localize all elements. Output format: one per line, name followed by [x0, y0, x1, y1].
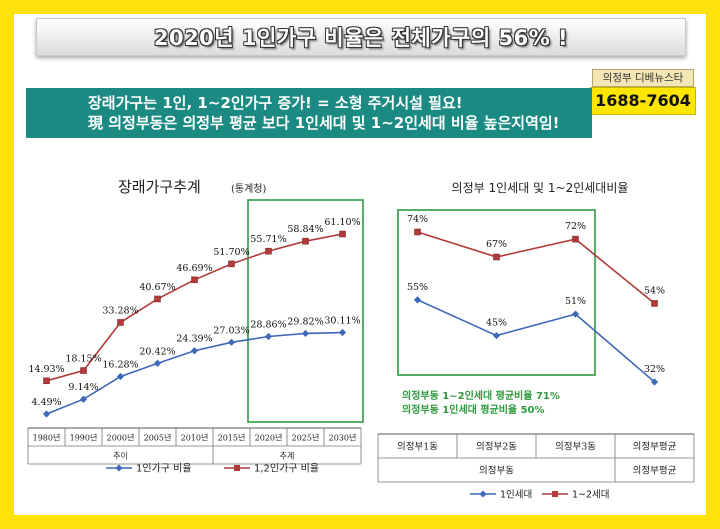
badge-label: 의정부 디베뉴스타 — [592, 69, 694, 87]
uijeongbu-chart-data-label-s2-3: 72% — [565, 221, 586, 232]
household-chart-legend-label-2: 1,2인가구 비율 — [254, 463, 319, 475]
household-chart-group-label-1: 추이 — [113, 451, 128, 461]
uijeongbu-chart-point-s2-3 — [572, 235, 579, 243]
household-chart-data-label-s1-4: 20.42% — [139, 346, 175, 357]
uijeongbu-chart-point-s1-4 — [650, 378, 659, 386]
badge-phone: 1688-7604 — [590, 87, 696, 115]
household-chart-point-s1-6 — [227, 338, 236, 346]
household-chart-series-line-1 — [46, 331, 343, 415]
household-chart-data-label-s2-9: 61.10% — [324, 217, 360, 228]
uijeongbu-chart-legend-marker-2 — [552, 491, 558, 497]
household-chart-category-label-4: 2005년 — [144, 433, 172, 443]
banner-line-2: 現 의정부동은 의정부 평균 보다 1인세대 및 1~2인세대 비율 높은지역임… — [88, 114, 560, 132]
uijeongbu-chart-legend-marker-1 — [479, 490, 487, 498]
household-chart-data-label-s1-7: 28.86% — [250, 320, 286, 331]
household-chart-point-s2-7 — [265, 247, 272, 255]
uijeongbu-chart-point-s2-2 — [493, 253, 500, 261]
banner-line-1: 장래가구는 1인, 1~2인가구 증가! = 소형 주거시설 필요! — [88, 94, 463, 112]
household-chart-point-s1-8 — [301, 329, 310, 338]
household-chart-data-label-s2-6: 51.70% — [213, 247, 249, 258]
household-chart-point-s1-3 — [116, 372, 125, 381]
household-chart-category-label-5: 2010년 — [181, 433, 209, 443]
household-chart-point-s2-3 — [117, 319, 124, 326]
uijeongbu-chart-point-s2-4 — [651, 300, 658, 307]
title-bar: 2020년 1인가구 비율은 전체가구의 56% ! — [36, 18, 686, 56]
uijeongbu-chart-title: 의정부 1인세대 및 1~2인세대비율 — [452, 181, 629, 195]
uijeongbu-chart-category-label-1: 의정부1동 — [397, 442, 438, 453]
household-chart-highlight-box — [247, 199, 364, 423]
household-chart-data-label-s1-2: 9.14% — [68, 382, 98, 393]
contact-badge: 의정부 디베뉴스타 1688-7604 — [590, 69, 696, 115]
uijeongbu-chart-group-label-2: 의정부평균 — [633, 466, 677, 477]
household-chart-data-label-s2-7: 55.71% — [250, 234, 286, 245]
uijeongbu-chart-data-label-s2-4: 54% — [644, 285, 665, 296]
household-chart-point-s1-9 — [338, 328, 347, 337]
uijeongbu-chart-series-line-1 — [417, 299, 656, 383]
household-chart-category-label-8: 2025년 — [292, 433, 320, 443]
household-chart-data-label-s1-6: 27.03% — [213, 325, 249, 336]
household-chart-group-label-2: 추계 — [280, 451, 295, 461]
uijeongbu-chart-data-label-s2-1: 74% — [407, 214, 428, 225]
household-chart-legend-label-1: 1인가구 비율 — [136, 463, 192, 475]
household-chart-title: 장래가구추계 — [118, 178, 201, 196]
household-chart-category-label-9: 2030년 — [329, 433, 357, 443]
household-chart-point-s1-7 — [264, 332, 273, 341]
household-chart-point-s1-4 — [153, 359, 162, 367]
uijeongbu-chart-category-label-4: 의정부평균 — [633, 442, 677, 453]
household-chart-category-label-3: 2000년 — [107, 433, 135, 443]
uijeongbu-chart-legend-label-1: 1인세대 — [500, 490, 532, 501]
household-chart-data-label-s1-1: 4.49% — [31, 397, 61, 408]
household-chart-category-label-6: 2015년 — [218, 433, 246, 443]
headline-banner: 장래가구는 1인, 1~2인가구 증가! = 소형 주거시설 필요! 現 의정부… — [26, 88, 592, 138]
uijeongbu-chart-data-label-s1-4: 32% — [644, 364, 665, 375]
uijeongbu-chart-data-label-s1-3: 51% — [565, 296, 586, 307]
household-chart-data-label-s2-1: 14.93% — [28, 364, 64, 375]
household-chart-category-label-2: 1990년 — [70, 433, 98, 443]
household-chart-data-label-s2-3: 33.28% — [102, 305, 138, 316]
household-chart-point-s2-5 — [191, 276, 198, 284]
household-chart-data-label-s2-8: 58.84% — [287, 224, 323, 235]
household-chart-point-s2-8 — [302, 237, 309, 245]
household-chart-data-label-s1-3: 16.28% — [102, 360, 138, 371]
uijeongbu-chart-legend-label-2: 1~2세대 — [572, 490, 610, 501]
uijeongbu-chart-annotation-2: 의정부동 1인세대 평균비율 50% — [402, 403, 545, 416]
household-chart-legend-marker-1 — [115, 464, 123, 472]
household-chart-point-s2-4 — [154, 295, 161, 303]
uijeongbu-chart-point-s2-1 — [414, 228, 421, 236]
page-title: 2020년 1인가구 비율은 전체가구의 56% ! — [153, 26, 569, 50]
uijeongbu-chart-data-label-s2-2: 67% — [486, 239, 507, 250]
household-chart-data-label-s1-9: 30.11% — [324, 316, 360, 327]
household-chart-data-label-s2-2: 18.15% — [65, 354, 101, 365]
household-chart-legend-marker-2 — [234, 465, 240, 471]
uijeongbu-chart-category-label-2: 의정부2동 — [476, 442, 517, 453]
household-chart-point-s2-6 — [228, 260, 235, 268]
uijeongbu-chart-annotation-1: 의정부동 1~2인세대 평균비율 71% — [402, 389, 560, 402]
household-chart-data-label-s2-5: 46.69% — [176, 263, 212, 274]
household-chart-data-label-s2-4: 40.67% — [139, 282, 175, 293]
uijeongbu-chart-point-s1-1 — [413, 296, 422, 304]
household-chart-point-s2-9 — [339, 230, 346, 238]
uijeongbu-chart-group-label-1: 의정부동 — [479, 466, 514, 477]
household-chart-data-label-s1-8: 29.82% — [287, 316, 323, 327]
uijeongbu-chart-highlight-box — [397, 209, 596, 376]
household-chart-point-s1-2 — [79, 395, 88, 403]
household-chart-point-s2-2 — [80, 367, 87, 374]
household-chart-category-label-7: 2020년 — [255, 433, 283, 443]
uijeongbu-chart-series-line-2 — [417, 231, 656, 305]
uijeongbu-chart-point-s1-2 — [492, 331, 501, 340]
uijeongbu-chart-data-label-s1-1: 55% — [407, 282, 428, 293]
uijeongbu-chart-data-label-s1-2: 45% — [486, 318, 507, 329]
household-chart-data-label-s1-5: 24.39% — [176, 334, 212, 345]
household-chart-category-label-1: 1980년 — [33, 433, 61, 443]
uijeongbu-chart-point-s1-3 — [571, 310, 580, 318]
household-chart-point-s2-1 — [43, 377, 50, 385]
household-chart-subtitle: (통계청) — [231, 183, 267, 195]
household-chart-point-s1-1 — [42, 410, 51, 418]
household-chart-point-s1-5 — [190, 347, 199, 355]
uijeongbu-chart-category-label-3: 의정부3동 — [555, 442, 596, 453]
